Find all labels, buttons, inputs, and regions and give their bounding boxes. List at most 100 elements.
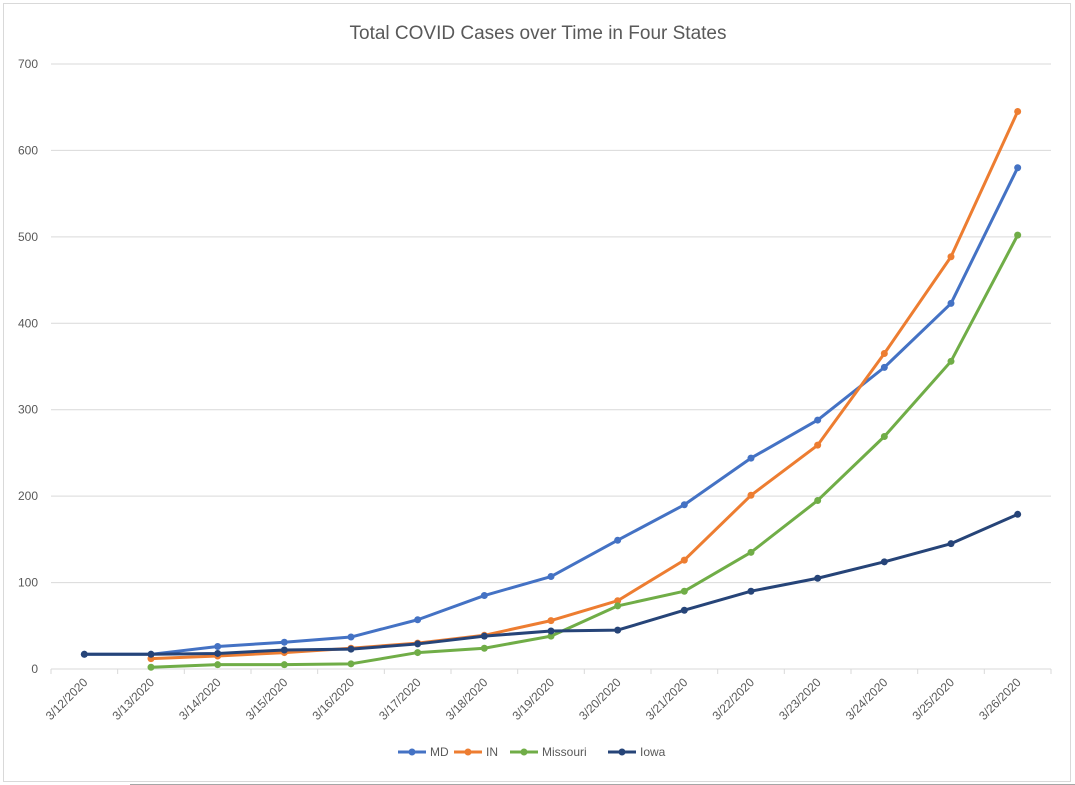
data-point (747, 491, 755, 499)
y-tick-label: 400 (18, 316, 38, 330)
data-point (947, 253, 955, 261)
legend-marker (408, 748, 416, 756)
x-tick-label: 3/22/2020 (709, 675, 757, 723)
data-point (747, 587, 755, 595)
data-point (947, 540, 955, 548)
y-tick-label: 700 (18, 57, 38, 71)
legend-item-md[interactable]: MD (398, 745, 449, 759)
data-point (814, 416, 822, 424)
data-point (680, 606, 688, 614)
legend-item-missouri[interactable]: Missouri (510, 745, 587, 759)
y-tick-label: 500 (18, 230, 38, 244)
data-point (747, 454, 755, 462)
x-tick-label: 3/17/2020 (376, 675, 424, 723)
x-tick-label: 3/19/2020 (509, 675, 557, 723)
legend-item-in[interactable]: IN (454, 745, 498, 759)
legend-item-iowa[interactable]: Iowa (608, 745, 666, 759)
data-point (947, 299, 955, 307)
x-tick-label: 3/23/2020 (776, 675, 824, 723)
legend-marker (464, 748, 472, 756)
data-point (880, 558, 888, 566)
data-point (280, 646, 288, 654)
y-axis-ticks: 0 100 200 300 400 500 600 700 (18, 57, 38, 676)
x-tick-label: 3/16/2020 (309, 675, 357, 723)
chart-frame: Total COVID Cases over Time in Four Stat… (3, 3, 1071, 782)
data-point (280, 638, 288, 646)
data-point (280, 661, 288, 669)
line-chart: Total COVID Cases over Time in Four Stat… (18, 23, 1052, 759)
legend[interactable]: MD IN Missouri Iowa (398, 745, 666, 759)
x-tick-label: 3/20/2020 (576, 675, 624, 723)
data-point (214, 661, 222, 669)
series-in (147, 108, 1022, 663)
legend-marker (520, 748, 528, 756)
y-tick-label: 300 (18, 403, 38, 417)
legend-label: IN (486, 745, 498, 759)
data-point (347, 645, 355, 653)
y-tick-label: 600 (18, 143, 38, 157)
y-tick-label: 100 (18, 576, 38, 590)
data-point (414, 640, 422, 648)
x-tick-label: 3/14/2020 (176, 675, 224, 723)
x-axis-ticks: 3/12/2020 3/13/2020 3/14/2020 3/15/2020 3/16… (43, 669, 1052, 723)
data-point (880, 350, 888, 358)
series-lines (80, 108, 1022, 671)
legend-label: Iowa (640, 745, 666, 759)
data-point (814, 496, 822, 504)
data-point (680, 501, 688, 509)
data-point (880, 433, 888, 441)
data-point (1014, 164, 1022, 172)
data-point (1014, 108, 1022, 116)
data-point (547, 617, 555, 625)
chart-title: Total COVID Cases over Time in Four Stat… (350, 23, 727, 44)
data-point (547, 632, 555, 640)
data-point (1014, 510, 1022, 518)
series-iowa (80, 510, 1022, 658)
data-point (947, 357, 955, 365)
series-line (150, 110, 1020, 661)
data-point (614, 626, 622, 634)
data-point (214, 643, 222, 651)
legend-marker (618, 748, 626, 756)
series-missouri (147, 231, 1022, 671)
data-point (1014, 231, 1022, 239)
data-point (480, 644, 488, 652)
data-point (80, 650, 88, 658)
data-point (480, 632, 488, 640)
data-point (547, 573, 555, 581)
x-tick-label: 3/13/2020 (109, 675, 157, 723)
data-point (880, 363, 888, 371)
data-point (814, 574, 822, 582)
x-tick-label: 3/26/2020 (976, 675, 1024, 723)
series-line (150, 234, 1019, 669)
data-point (614, 602, 622, 610)
legend-label: MD (430, 745, 449, 759)
x-tick-label: 3/12/2020 (43, 675, 91, 723)
series-md (80, 164, 1022, 658)
data-point (480, 592, 488, 600)
data-point (347, 633, 355, 641)
data-point (347, 660, 355, 668)
y-tick-label: 200 (18, 489, 38, 503)
data-point (680, 587, 688, 595)
data-point (614, 597, 622, 605)
data-point (414, 649, 422, 657)
x-tick-label: 3/25/2020 (909, 675, 957, 723)
x-tick-label: 3/24/2020 (843, 675, 891, 723)
data-point (414, 616, 422, 624)
data-point (147, 663, 155, 671)
y-tick-label: 0 (31, 662, 38, 676)
legend-label: Missouri (542, 745, 587, 759)
x-tick-label: 3/15/2020 (243, 675, 291, 723)
gridlines (51, 63, 1051, 670)
data-point (747, 548, 755, 556)
x-tick-label: 3/21/2020 (643, 675, 691, 723)
data-point (547, 627, 555, 635)
data-point (680, 556, 688, 564)
series-line (84, 167, 1020, 656)
data-point (814, 441, 822, 449)
data-point (214, 649, 222, 657)
data-point (614, 536, 622, 544)
data-point (147, 650, 155, 658)
x-tick-label: 3/18/2020 (443, 675, 491, 723)
